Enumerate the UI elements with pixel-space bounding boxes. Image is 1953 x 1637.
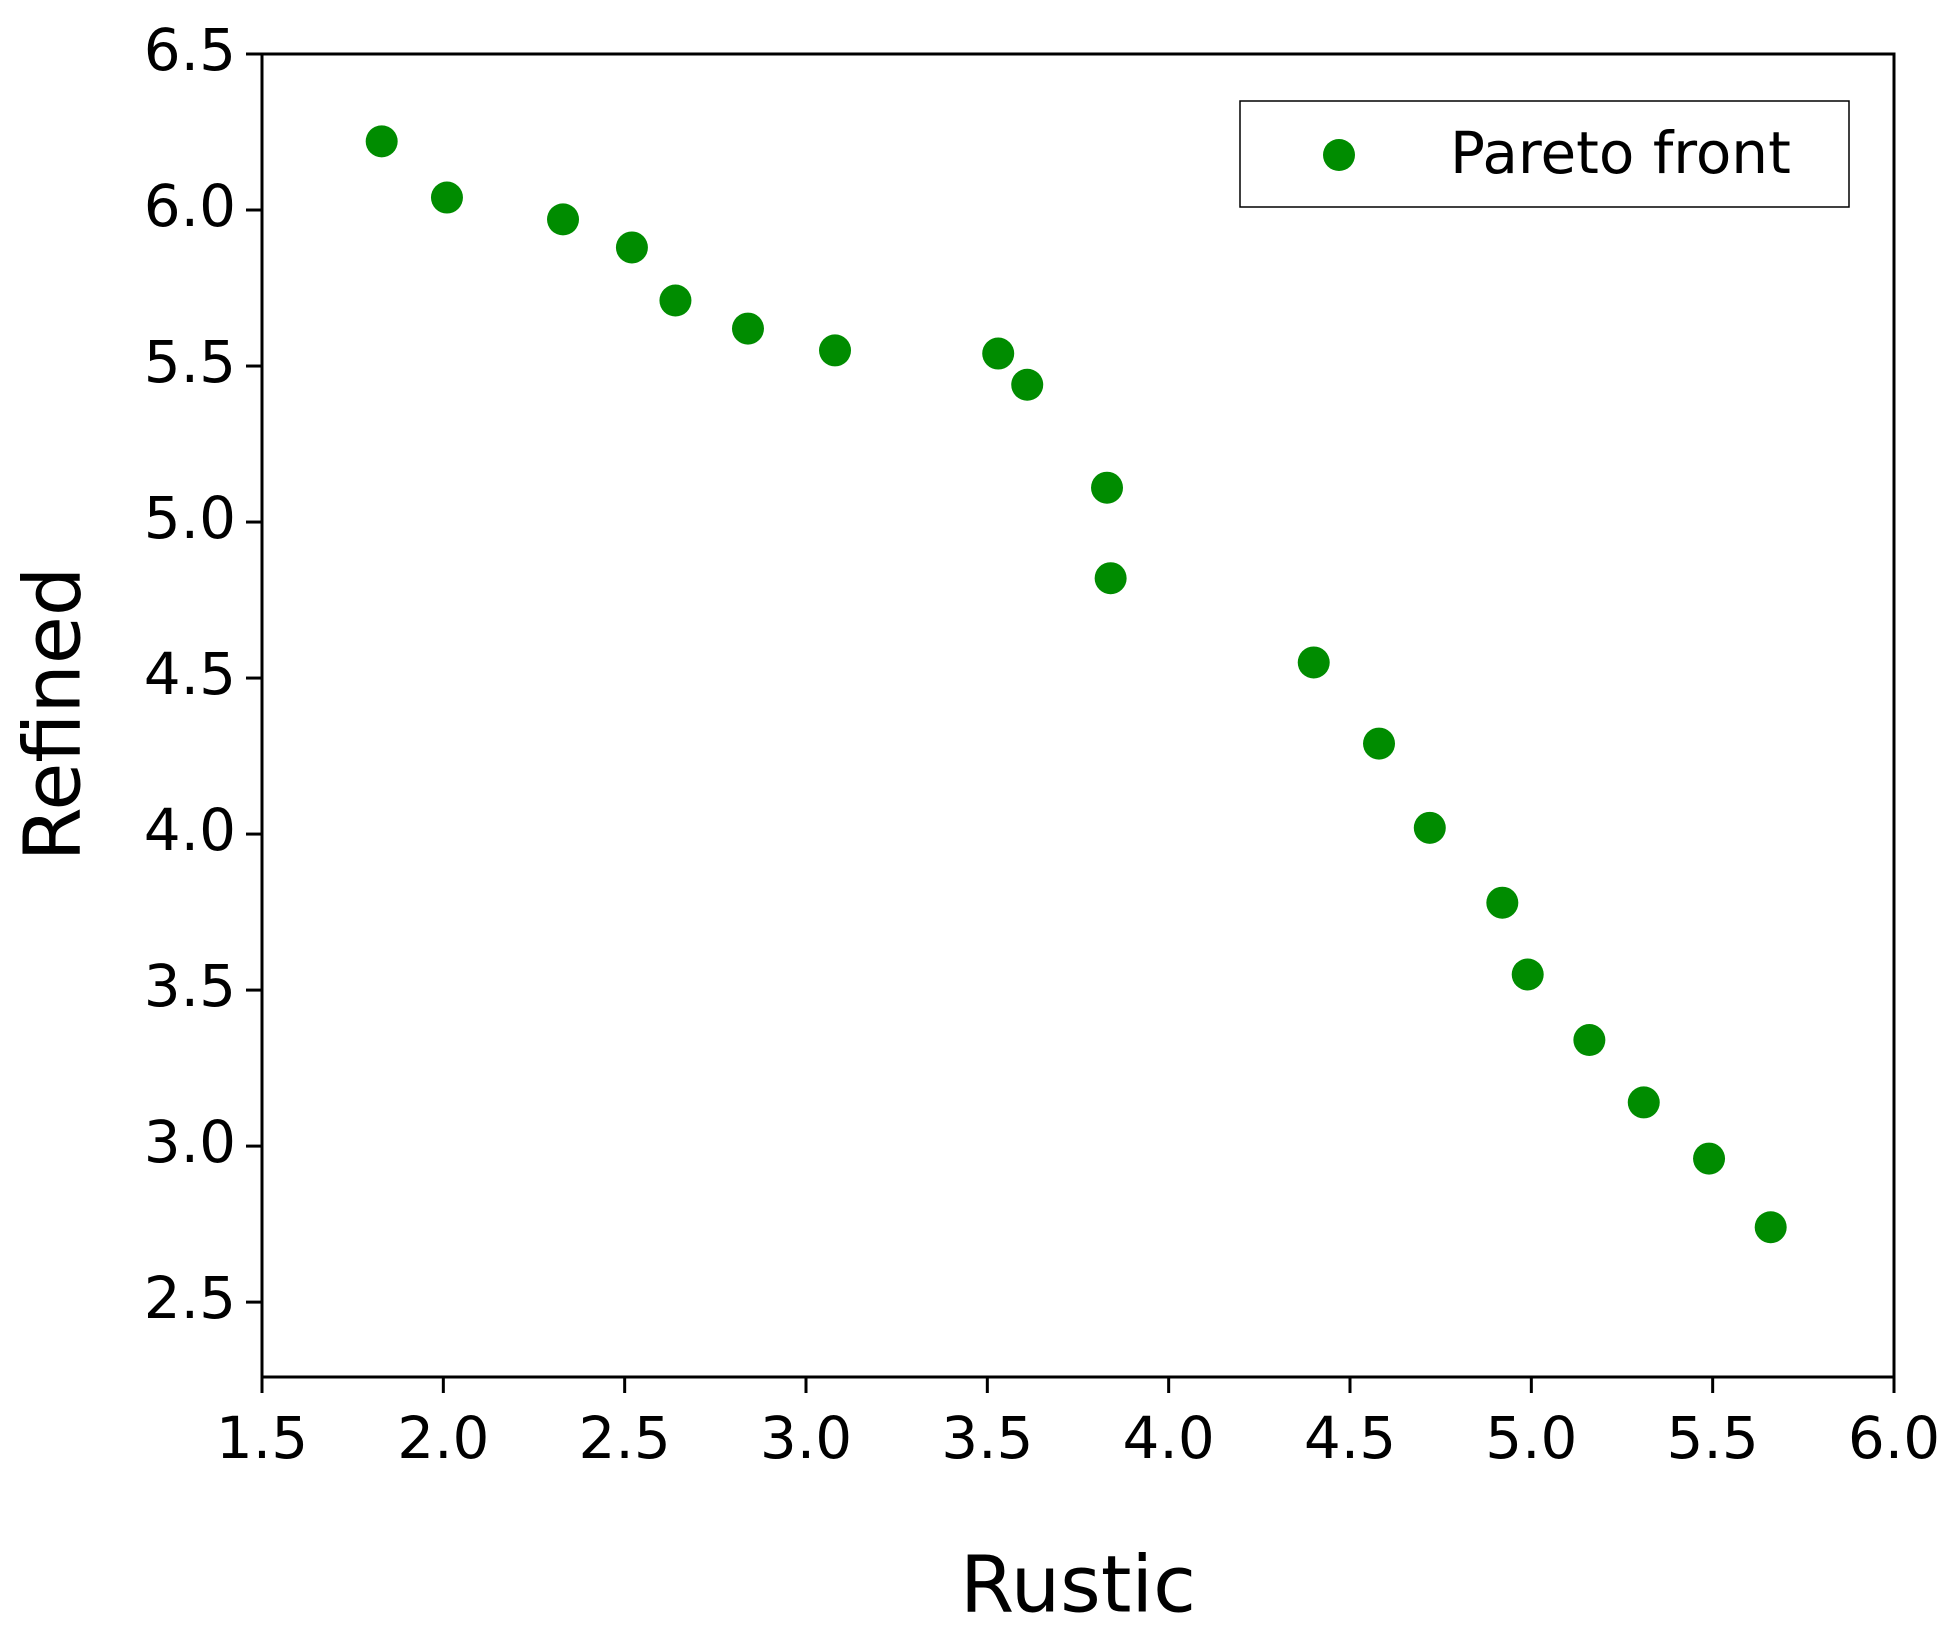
point [659,284,692,317]
x-tick-label: 2.5 [579,1404,671,1472]
x-tick-label: 6.0 [1848,1404,1940,1472]
point [1627,1086,1660,1119]
point [1011,368,1044,401]
y-tick-label: 5.0 [144,484,236,552]
point [1573,1024,1606,1057]
y-tick-label: 3.5 [144,952,236,1020]
x-tick-label: 1.5 [216,1404,308,1472]
point [731,312,764,345]
y-tick-label: 6.5 [144,16,236,84]
x-tick-label: 4.0 [1123,1404,1215,1472]
point [1754,1211,1787,1244]
legend-label: Pareto front [1450,119,1791,187]
x-tick-label: 5.5 [1667,1404,1759,1472]
point [365,125,398,158]
point [1091,471,1124,504]
x-tick-label: 2.0 [397,1404,489,1472]
y-tick-label: 4.5 [144,640,236,708]
y-tick-label: 4.0 [144,796,236,864]
y-tick-label: 5.5 [144,328,236,396]
y-tick-label: 6.0 [144,172,236,240]
x-axis-title: Rustic [960,1540,1196,1630]
point [615,231,648,264]
point [1413,811,1446,844]
point [1693,1142,1726,1175]
x-tick-label: 3.0 [760,1404,852,1472]
x-tick-label: 3.5 [941,1404,1033,1472]
plot-frame [260,52,1896,1379]
point [430,181,463,214]
y-axis-title: Refined [8,567,98,862]
point [819,334,852,367]
y-tick-label: 3.0 [144,1108,236,1176]
point [547,203,580,236]
x-tick-label: 5.0 [1485,1404,1577,1472]
point [1297,646,1330,679]
legend-marker [1323,139,1355,171]
point [1363,727,1396,760]
point [1486,886,1519,919]
x-tick-label: 4.5 [1304,1404,1396,1472]
point [1511,958,1544,991]
point [1094,562,1127,595]
y-tick-label: 2.5 [144,1264,236,1332]
point [982,337,1015,370]
